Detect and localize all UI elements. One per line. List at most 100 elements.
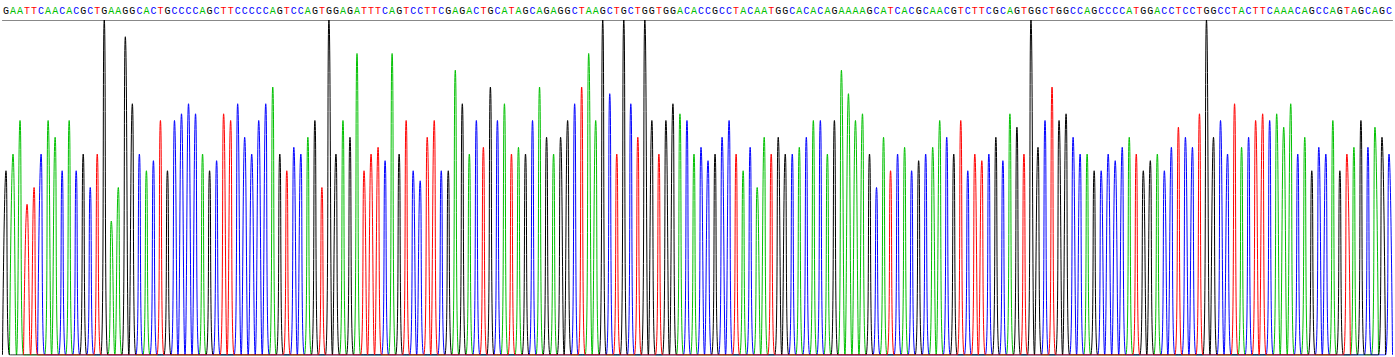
- svg-text:A: A: [677, 6, 683, 17]
- svg-text:A: A: [143, 6, 149, 17]
- svg-text:C: C: [214, 6, 220, 17]
- svg-text:G: G: [1028, 6, 1034, 17]
- svg-text:C: C: [256, 6, 262, 17]
- svg-text:C: C: [178, 6, 184, 17]
- svg-text:T: T: [1021, 6, 1027, 17]
- svg-text:T: T: [958, 6, 964, 17]
- svg-text:A: A: [1351, 6, 1357, 17]
- svg-text:G: G: [712, 6, 718, 17]
- svg-text:T: T: [1344, 6, 1350, 17]
- svg-text:A: A: [810, 6, 816, 17]
- svg-text:C: C: [1267, 6, 1273, 17]
- svg-text:C: C: [1182, 6, 1188, 17]
- svg-text:G: G: [544, 6, 550, 17]
- svg-text:G: G: [129, 6, 135, 17]
- svg-text:C: C: [1070, 6, 1076, 17]
- svg-text:C: C: [1105, 6, 1111, 17]
- svg-text:A: A: [452, 6, 458, 17]
- svg-text:C: C: [705, 6, 711, 17]
- svg-text:A: A: [270, 6, 276, 17]
- svg-text:A: A: [1281, 6, 1287, 17]
- svg-text:C: C: [1316, 6, 1322, 17]
- svg-text:C: C: [1225, 6, 1231, 17]
- svg-text:G: G: [122, 6, 128, 17]
- svg-text:T: T: [375, 6, 381, 17]
- svg-text:T: T: [361, 6, 367, 17]
- svg-text:C: C: [382, 6, 388, 17]
- svg-text:G: G: [866, 6, 872, 17]
- svg-text:C: C: [1077, 6, 1083, 17]
- svg-text:G: G: [1035, 6, 1041, 17]
- svg-text:C: C: [628, 6, 634, 17]
- svg-text:T: T: [656, 6, 662, 17]
- svg-text:T: T: [768, 6, 774, 17]
- svg-text:A: A: [845, 6, 851, 17]
- svg-text:A: A: [1330, 6, 1336, 17]
- svg-text:T: T: [424, 6, 430, 17]
- svg-text:G: G: [312, 6, 318, 17]
- svg-text:C: C: [242, 6, 248, 17]
- svg-text:C: C: [895, 6, 901, 17]
- svg-text:C: C: [38, 6, 44, 17]
- svg-text:A: A: [881, 6, 887, 17]
- svg-text:T: T: [480, 6, 486, 17]
- svg-text:A: A: [305, 6, 311, 17]
- svg-text:C: C: [1218, 6, 1224, 17]
- svg-text:G: G: [1337, 6, 1343, 17]
- svg-text:G: G: [1063, 6, 1069, 17]
- svg-text:T: T: [157, 6, 163, 17]
- svg-text:C: C: [1365, 6, 1371, 17]
- svg-text:G: G: [663, 6, 669, 17]
- svg-text:G: G: [993, 6, 999, 17]
- svg-text:T: T: [579, 6, 585, 17]
- svg-text:G: G: [621, 6, 627, 17]
- svg-text:G: G: [445, 6, 451, 17]
- svg-text:G: G: [565, 6, 571, 17]
- svg-text:C: C: [684, 6, 690, 17]
- svg-text:A: A: [824, 6, 830, 17]
- svg-text:T: T: [319, 6, 325, 17]
- svg-text:T: T: [431, 6, 437, 17]
- svg-text:A: A: [586, 6, 592, 17]
- svg-text:C: C: [986, 6, 992, 17]
- svg-text:A: A: [1288, 6, 1294, 17]
- svg-text:G: G: [1091, 6, 1097, 17]
- svg-text:A: A: [115, 6, 121, 17]
- svg-text:T: T: [888, 6, 894, 17]
- svg-text:C: C: [171, 6, 177, 17]
- svg-text:A: A: [10, 6, 16, 17]
- svg-text:A: A: [1084, 6, 1090, 17]
- svg-text:C: C: [817, 6, 823, 17]
- svg-text:G: G: [1203, 6, 1209, 17]
- svg-text:C: C: [1168, 6, 1174, 17]
- svg-text:C: C: [150, 6, 156, 17]
- svg-text:T: T: [1232, 6, 1238, 17]
- svg-text:C: C: [1246, 6, 1252, 17]
- svg-text:C: C: [965, 6, 971, 17]
- svg-text:A: A: [930, 6, 936, 17]
- svg-text:T: T: [1133, 6, 1139, 17]
- svg-text:T: T: [94, 6, 100, 17]
- svg-text:T: T: [979, 6, 985, 17]
- svg-text:T: T: [1049, 6, 1055, 17]
- svg-text:C: C: [803, 6, 809, 17]
- svg-text:C: C: [1161, 6, 1167, 17]
- svg-text:C: C: [572, 6, 578, 17]
- svg-text:G: G: [1358, 6, 1364, 17]
- svg-text:T: T: [31, 6, 37, 17]
- svg-text:T: T: [1175, 6, 1181, 17]
- svg-text:G: G: [326, 6, 332, 17]
- svg-text:G: G: [3, 6, 9, 17]
- svg-text:A: A: [1007, 6, 1013, 17]
- svg-text:A: A: [45, 6, 51, 17]
- svg-text:G: G: [642, 6, 648, 17]
- svg-text:A: A: [1372, 6, 1378, 17]
- svg-text:G: G: [487, 6, 493, 17]
- svg-text:C: C: [87, 6, 93, 17]
- svg-text:C: C: [874, 6, 880, 17]
- svg-text:A: A: [537, 6, 543, 17]
- svg-text:C: C: [136, 6, 142, 17]
- svg-text:C: C: [1386, 6, 1392, 17]
- svg-text:C: C: [726, 6, 732, 17]
- svg-text:T: T: [614, 6, 620, 17]
